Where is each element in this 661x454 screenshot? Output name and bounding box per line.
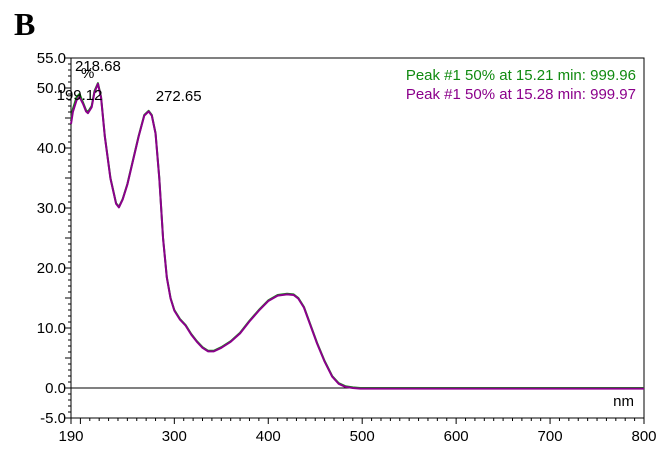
x-tick-label: 190	[58, 428, 83, 445]
legend-entry-2: Peak #1 50% at 15.28 min: 999.97	[406, 86, 636, 103]
peak-annotation: 218.68	[75, 58, 121, 75]
axes	[65, 57, 645, 424]
series-layer	[70, 82, 644, 390]
x-tick-label: 400	[256, 428, 281, 445]
x-tick-label: 700	[538, 428, 563, 445]
y-unit-label: %	[81, 65, 94, 82]
y-tick-label: 30.0	[37, 200, 66, 217]
y-tick-label: 50.0	[37, 80, 66, 97]
plot-frame	[70, 57, 645, 419]
y-tick-label: 40.0	[37, 140, 66, 157]
series-line-1	[70, 82, 644, 389]
series-line-2	[70, 82, 644, 390]
x-tick-label: 600	[444, 428, 469, 445]
y-tick-label: 0.0	[45, 380, 66, 397]
labels-layer: -5.0 0.0 10.0 20.0 30.0 40.0 50.0 55.0 190 300 400…	[37, 50, 657, 445]
panel-label: B	[14, 6, 36, 42]
legend-entry-1: Peak #1 50% at 15.21 min: 999.96	[406, 67, 636, 84]
x-unit-label: nm	[613, 393, 634, 410]
x-tick-label: 800	[631, 428, 656, 445]
y-tick-label: 55.0	[37, 50, 66, 67]
x-tick-label: 500	[350, 428, 375, 445]
peak-annotation: 272.65	[156, 88, 202, 105]
y-tick-label: -5.0	[40, 410, 66, 427]
x-tick-label: 300	[162, 428, 187, 445]
y-tick-label: 10.0	[37, 320, 66, 337]
y-tick-label: 20.0	[37, 260, 66, 277]
peak-annotation: 199.12	[57, 87, 103, 104]
